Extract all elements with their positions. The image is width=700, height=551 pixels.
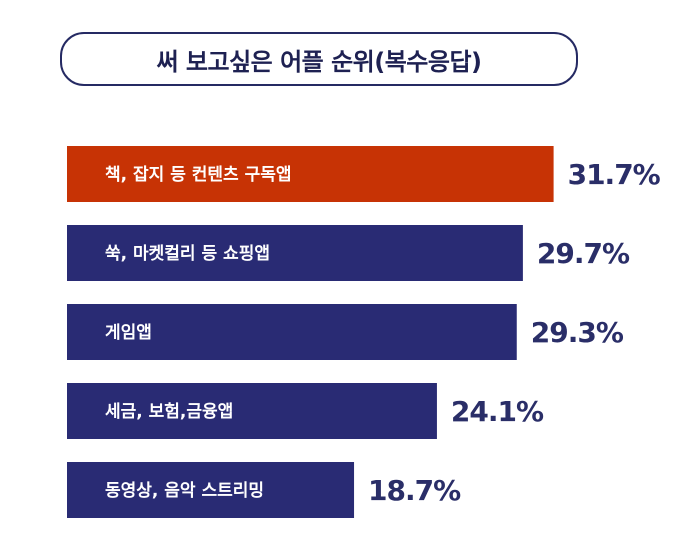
bar-category-label-1: 책, 잡지 등 컨텐츠 구독앱 <box>105 164 292 185</box>
bar-value-label-2: 29.7% <box>537 237 630 270</box>
bar-4 <box>67 383 437 439</box>
bar-category-label-2: 쑥, 마켓컬리 등 쇼핑앱 <box>105 243 270 264</box>
bar-category-label-3: 게임앱 <box>105 322 152 343</box>
bar-value-label-1: 31.7% <box>568 158 661 191</box>
chart-title-box: 써 보고싶은 어플 순위(복수응답) <box>60 32 578 86</box>
bar-category-label-5: 동영상, 음악 스트리밍 <box>105 481 264 501</box>
bar-1 <box>67 146 554 202</box>
bar-2 <box>67 225 523 281</box>
chart-title: 써 보고싶은 어플 순위(복수응답) <box>156 47 482 76</box>
bar-category-label-4: 세금, 보험,금융앱 <box>105 401 233 422</box>
bar-3 <box>67 304 517 360</box>
bar-value-label-5: 18.7% <box>368 474 461 507</box>
bar-value-label-3: 29.3% <box>531 316 624 349</box>
bar-value-label-4: 24.1% <box>451 395 544 428</box>
bar-5 <box>67 462 355 518</box>
